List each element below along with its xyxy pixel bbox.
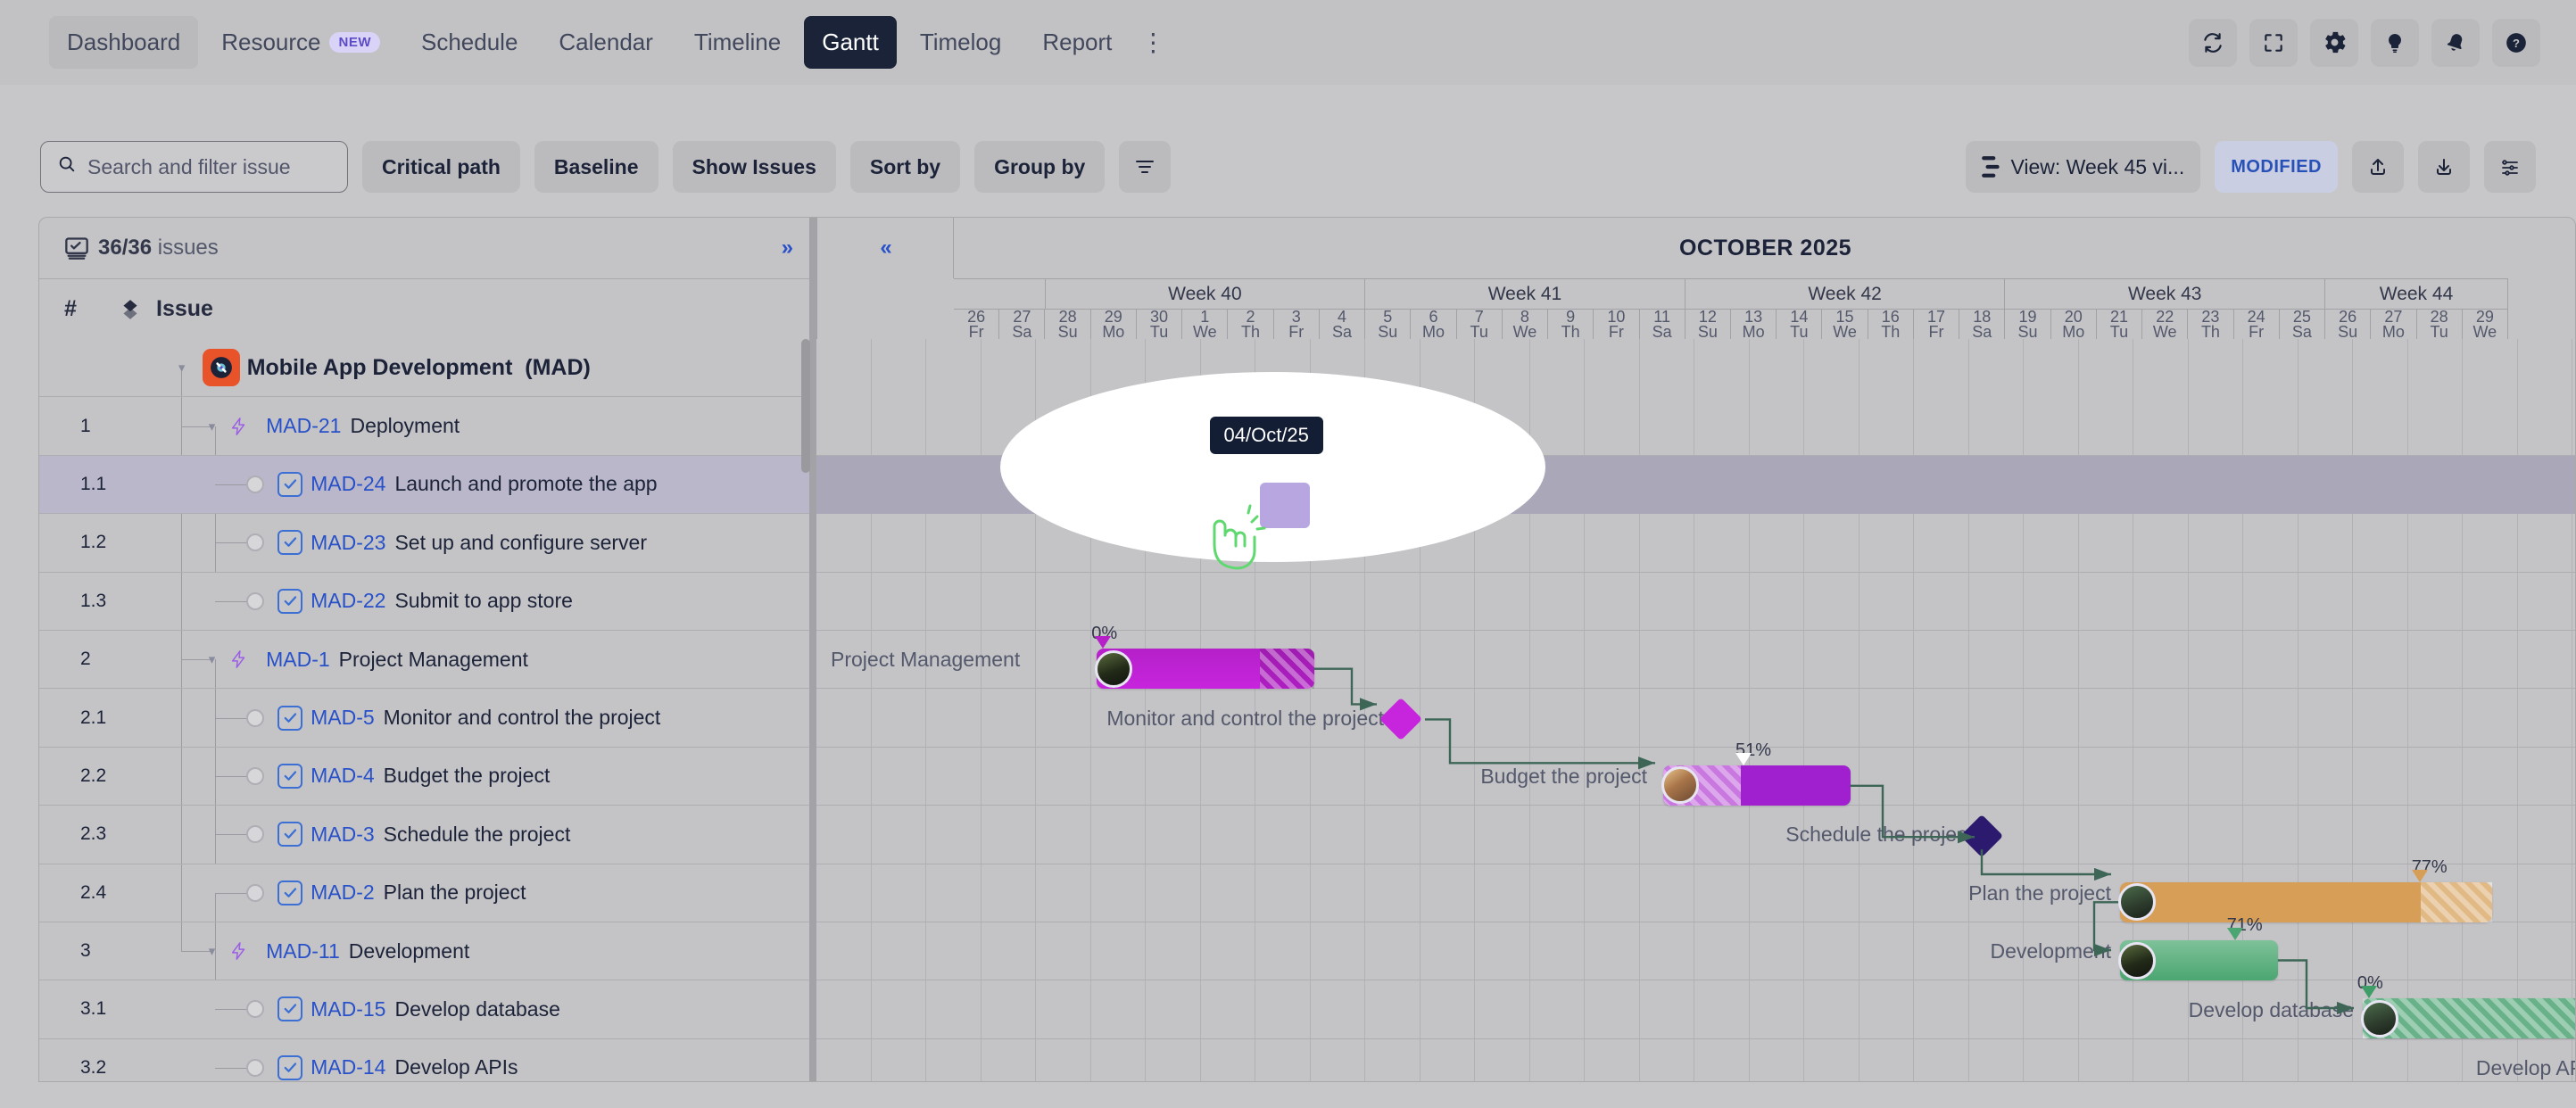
svg-text:?: ? bbox=[2513, 36, 2520, 49]
